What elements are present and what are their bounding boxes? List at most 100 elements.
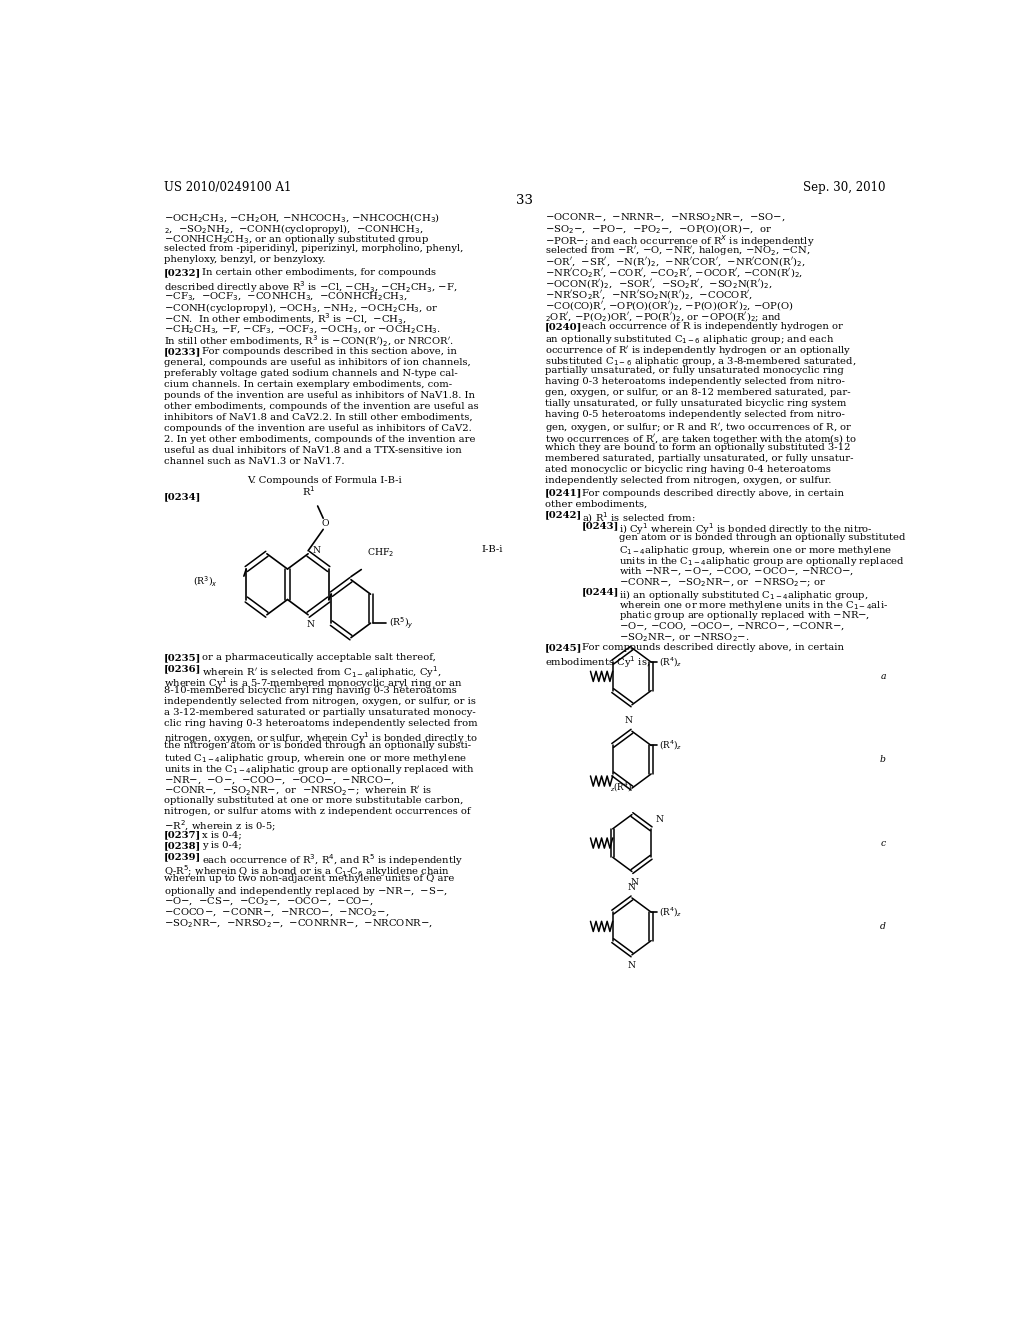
- Text: $-$CF$_3$,  $-$OCF$_3$,  $-$CONHCH$_3$,  $-$CONHCH$_2$CH$_3$,: $-$CF$_3$, $-$OCF$_3$, $-$CONHCH$_3$, $-…: [164, 290, 408, 302]
- Text: 2. In yet other embodiments, compounds of the invention are: 2. In yet other embodiments, compounds o…: [164, 434, 475, 444]
- Text: ated monocyclic or bicyclic ring having 0-4 heteroatoms: ated monocyclic or bicyclic ring having …: [545, 465, 830, 474]
- Text: 33: 33: [516, 194, 534, 207]
- Text: independently selected from nitrogen, oxygen, or sulfur.: independently selected from nitrogen, ox…: [545, 475, 831, 484]
- Text: a) R$^1$ is selected from:: a) R$^1$ is selected from:: [582, 511, 695, 525]
- Text: $-$SO$_2$NR$-$,  $-$NRSO$_2$$-$,  $-$CONRNR$-$,  $-$NRCONR$-$,: $-$SO$_2$NR$-$, $-$NRSO$_2$$-$, $-$CONRN…: [164, 917, 433, 931]
- Text: c: c: [881, 838, 886, 847]
- Text: wherein up to two non-adjacent methylene units of Q are: wherein up to two non-adjacent methylene…: [164, 874, 454, 883]
- Text: N: N: [655, 814, 664, 824]
- Text: partially unsaturated, or fully unsaturated monocyclic ring: partially unsaturated, or fully unsatura…: [545, 366, 844, 375]
- Text: each occurrence of R is independently hydrogen or: each occurrence of R is independently hy…: [582, 322, 843, 331]
- Text: an optionally substituted C$_{1-6}$ aliphatic group; and each: an optionally substituted C$_{1-6}$ alip…: [545, 333, 834, 346]
- Text: $-$SO$_2$NR$-$, or $-$NRSO$_2$$-$.: $-$SO$_2$NR$-$, or $-$NRSO$_2$$-$.: [620, 631, 750, 644]
- Text: $-$O$-$,  $-$CS$-$,  $-$CO$_2$$-$,  $-$OCO$-$,  $-$CO$-$,: $-$O$-$, $-$CS$-$, $-$CO$_2$$-$, $-$OCO$…: [164, 896, 373, 908]
- Text: phenyloxy, benzyl, or benzyloxy.: phenyloxy, benzyl, or benzyloxy.: [164, 255, 326, 264]
- Text: nitrogen, oxygen, or sulfur, wherein Cy$^1$ is bonded directly to: nitrogen, oxygen, or sulfur, wherein Cy$…: [164, 730, 477, 746]
- Text: $-$O$-$, $-$COO, $-$OCO$-$, $-$NRCO$-$, $-$CONR$-$,: $-$O$-$, $-$COO, $-$OCO$-$, $-$NRCO$-$, …: [620, 620, 845, 632]
- Text: US 2010/0249100 A1: US 2010/0249100 A1: [164, 181, 291, 194]
- Text: embodiments Cy$^1$ is,: embodiments Cy$^1$ is,: [545, 655, 650, 671]
- Text: cium channels. In certain exemplary embodiments, com-: cium channels. In certain exemplary embo…: [164, 380, 452, 389]
- Text: N: N: [625, 717, 633, 725]
- Text: N: N: [628, 961, 636, 970]
- Text: (R$^4$)$_z$: (R$^4$)$_z$: [659, 656, 682, 669]
- Text: $-$CONH(cyclopropyl), $-$OCH$_3$, $-$NH$_2$, $-$OCH$_2$CH$_3$, or: $-$CONH(cyclopropyl), $-$OCH$_3$, $-$NH$…: [164, 301, 437, 315]
- Text: In still other embodiments, R$^3$ is $-$CON(R$'$)$_2$, or NRCOR$'$.: In still other embodiments, R$^3$ is $-$…: [164, 334, 454, 350]
- Text: each occurrence of R$^3$, R$^4$, and R$^5$ is independently: each occurrence of R$^3$, R$^4$, and R$^…: [202, 851, 463, 867]
- Text: (R$^5$)$_y$: (R$^5$)$_y$: [389, 616, 414, 631]
- Text: ii) an optionally substituted C$_{1-4}$aliphatic group,: ii) an optionally substituted C$_{1-4}$a…: [620, 587, 869, 602]
- Text: [0241]: [0241]: [545, 488, 582, 498]
- Text: membered saturated, partially unsaturated, or fully unsatur-: membered saturated, partially unsaturate…: [545, 454, 853, 463]
- Text: (R$^3$)$_x$: (R$^3$)$_x$: [194, 574, 218, 587]
- Text: b: b: [880, 755, 886, 764]
- Text: [0236]: [0236]: [164, 664, 201, 673]
- Text: with $-$NR$-$, $-$O$-$, $-$COO, $-$OCO$-$, $-$NRCO$-$,: with $-$NR$-$, $-$O$-$, $-$COO, $-$OCO$-…: [620, 565, 854, 577]
- Text: CHF$_2$: CHF$_2$: [367, 546, 394, 560]
- Text: [0235]: [0235]: [164, 653, 201, 663]
- Text: having 0-5 heteroatoms independently selected from nitro-: having 0-5 heteroatoms independently sel…: [545, 409, 845, 418]
- Text: R$^1$: R$^1$: [302, 484, 315, 498]
- Text: pounds of the invention are useful as inhibitors of NaV1.8. In: pounds of the invention are useful as in…: [164, 391, 475, 400]
- Text: Q-R$^5$; wherein Q is a bond or is a C$_1$-C$_6$ alkylidene chain: Q-R$^5$; wherein Q is a bond or is a C$_…: [164, 863, 450, 879]
- Text: a 3-12-membered saturated or partially unsaturated monocy-: a 3-12-membered saturated or partially u…: [164, 709, 475, 717]
- Text: occurrence of R$'$ is independently hydrogen or an optionally: occurrence of R$'$ is independently hydr…: [545, 345, 851, 358]
- Text: gen atom or is bonded through an optionally substituted: gen atom or is bonded through an optiona…: [620, 533, 905, 541]
- Text: $-$NR$'$SO$_2$R$'$,  $-$NR$'$SO$_2$N(R$'$)$_2$,  $-$COCOR$'$,: $-$NR$'$SO$_2$R$'$, $-$NR$'$SO$_2$N(R$'$…: [545, 288, 753, 302]
- Text: For compounds described directly above, in certain: For compounds described directly above, …: [582, 643, 844, 652]
- Text: $-$OCH$_2$CH$_3$, $-$CH$_2$OH, $-$NHCOCH$_3$, $-$NHCOCH(CH$_3$): $-$OCH$_2$CH$_3$, $-$CH$_2$OH, $-$NHCOCH…: [164, 211, 439, 224]
- Text: [0243]: [0243]: [582, 521, 620, 531]
- Text: compounds of the invention are useful as inhibitors of CaV2.: compounds of the invention are useful as…: [164, 424, 471, 433]
- Text: [0233]: [0233]: [164, 347, 201, 356]
- Text: In certain other embodiments, for compounds: In certain other embodiments, for compou…: [202, 268, 436, 277]
- Text: Sep. 30, 2010: Sep. 30, 2010: [804, 181, 886, 194]
- Text: tially unsaturated, or fully unsaturated bicyclic ring system: tially unsaturated, or fully unsaturated…: [545, 399, 846, 408]
- Text: $-$CN.  In other embodiments, R$^3$ is $-$Cl,  $-$CH$_3$,: $-$CN. In other embodiments, R$^3$ is $-…: [164, 312, 407, 327]
- Text: [0232]: [0232]: [164, 268, 201, 277]
- Text: wherein R$'$ is selected from C$_{1-6}$aliphatic, Cy$^1$,: wherein R$'$ is selected from C$_{1-6}$a…: [202, 664, 441, 680]
- Text: the nitrogen atom or is bonded through an optionally substi-: the nitrogen atom or is bonded through a…: [164, 742, 471, 750]
- Text: gen, oxygen, or sulfur; or R and R$'$, two occurrences of R, or: gen, oxygen, or sulfur; or R and R$'$, t…: [545, 421, 852, 434]
- Text: wherein one or more methylene units in the C$_{1-4}$ali-: wherein one or more methylene units in t…: [620, 598, 889, 611]
- Text: substituted C$_{1-6}$ aliphatic group, a 3-8-membered saturated,: substituted C$_{1-6}$ aliphatic group, a…: [545, 355, 856, 368]
- Text: [0234]: [0234]: [164, 492, 201, 502]
- Text: wherein Cy$^1$ is a 5-7-membered monocyclic aryl ring or an: wherein Cy$^1$ is a 5-7-membered monocyc…: [164, 676, 462, 692]
- Text: $-$CONHCH$_2$CH$_3$, or an optionally substituted group: $-$CONHCH$_2$CH$_3$, or an optionally su…: [164, 234, 429, 247]
- Text: For compounds described directly above, in certain: For compounds described directly above, …: [582, 488, 844, 498]
- Text: (R$^4$)$_z$: (R$^4$)$_z$: [659, 906, 682, 919]
- Text: C$_{1-4}$aliphatic group, wherein one or more methylene: C$_{1-4}$aliphatic group, wherein one or…: [620, 544, 892, 557]
- Text: units in the C$_{1-4}$aliphatic group are optionally replaced: units in the C$_{1-4}$aliphatic group ar…: [620, 554, 905, 568]
- Text: gen, oxygen, or sulfur, or an 8-12 membered saturated, par-: gen, oxygen, or sulfur, or an 8-12 membe…: [545, 388, 850, 397]
- Text: selected from -piperidinyl, piperizinyl, morpholino, phenyl,: selected from -piperidinyl, piperizinyl,…: [164, 244, 463, 253]
- Text: units in the C$_{1-4}$aliphatic group are optionally replaced with: units in the C$_{1-4}$aliphatic group ar…: [164, 763, 475, 776]
- Text: $-$POR$-$; and each occurrence of R$^X$ is independently: $-$POR$-$; and each occurrence of R$^X$ …: [545, 234, 814, 249]
- Text: $_{2}$,  $-$SO$_2$NH$_2$,  $-$CONH(cyclopropyl),  $-$CONHCH$_3$,: $_{2}$, $-$SO$_2$NH$_2$, $-$CONH(cyclopr…: [164, 222, 423, 236]
- Text: $-$CONR$-$,  $-$SO$_2$NR$-$, or  $-$NRSO$_2$$-$; or: $-$CONR$-$, $-$SO$_2$NR$-$, or $-$NRSO$_…: [620, 577, 826, 589]
- Text: $-$OR$'$,  $-$SR$'$,  $-$N(R$'$)$_2$,  $-$NR$'$COR$'$,  $-$NR$'$CON(R$'$)$_2$,: $-$OR$'$, $-$SR$'$, $-$N(R$'$)$_2$, $-$N…: [545, 255, 805, 269]
- Text: $-$NR$-$,  $-$O$-$,  $-$COO$-$,  $-$OCO$-$,  $-$NRCO$-$,: $-$NR$-$, $-$O$-$, $-$COO$-$, $-$OCO$-$,…: [164, 774, 394, 785]
- Text: $_2$OR$'$, $-$P(O$_2$)OR$'$, $-$PO(R$'$)$_2$, or $-$OPO(R$'$)$_2$; and: $_2$OR$'$, $-$P(O$_2$)OR$'$, $-$PO(R$'$)…: [545, 310, 781, 323]
- Text: two occurrences of R$'$, are taken together with the atom(s) to: two occurrences of R$'$, are taken toget…: [545, 432, 857, 446]
- Text: preferably voltage gated sodium channels and N-type cal-: preferably voltage gated sodium channels…: [164, 370, 458, 378]
- Text: having 0-3 heteroatoms independently selected from nitro-: having 0-3 heteroatoms independently sel…: [545, 378, 845, 385]
- Text: N: N: [312, 546, 321, 556]
- Text: nitrogen, or sulfur atoms with z independent occurrences of: nitrogen, or sulfur atoms with z indepen…: [164, 807, 470, 816]
- Text: For compounds described in this section above, in: For compounds described in this section …: [202, 347, 457, 356]
- Text: V. Compounds of Formula I-B-i: V. Compounds of Formula I-B-i: [247, 477, 401, 484]
- Text: x is 0-4;: x is 0-4;: [202, 830, 242, 840]
- Text: $-$CH$_2$CH$_3$, $-$F, $-$CF$_3$, $-$OCF$_3$, $-$OCH$_3$, or $-$OCH$_2$CH$_3$.: $-$CH$_2$CH$_3$, $-$F, $-$CF$_3$, $-$OCF…: [164, 323, 440, 335]
- Text: or a pharmaceutically acceptable salt thereof,: or a pharmaceutically acceptable salt th…: [202, 653, 435, 663]
- Text: $-$COCO$-$,  $-$CONR$-$,  $-$NRCO$-$,  $-$NCO$_2$$-$,: $-$COCO$-$, $-$CONR$-$, $-$NRCO$-$, $-$N…: [164, 907, 389, 920]
- Text: [0245]: [0245]: [545, 643, 582, 652]
- Text: i) Cy$^1$ wherein Cy$^1$ is bonded directly to the nitro-: i) Cy$^1$ wherein Cy$^1$ is bonded direc…: [620, 521, 873, 537]
- Text: I-B-i: I-B-i: [481, 545, 503, 553]
- Text: $-$NR$'$CO$_2$R$'$, $-$COR$'$, $-$CO$_2$R$'$, $-$OCOR$'$, $-$CON(R$'$)$_2$,: $-$NR$'$CO$_2$R$'$, $-$COR$'$, $-$CO$_2$…: [545, 267, 803, 280]
- Text: [0244]: [0244]: [582, 587, 620, 597]
- Text: independently selected from nitrogen, oxygen, or sulfur, or is: independently selected from nitrogen, ox…: [164, 697, 475, 706]
- Text: d: d: [880, 921, 886, 931]
- Text: described directly above R$^3$ is $-$Cl, $-$CH$_3$, $-$CH$_2$CH$_3$, $-$F,: described directly above R$^3$ is $-$Cl,…: [164, 279, 457, 294]
- Text: 8-10-membered bicyclic aryl ring having 0-3 heteroatoms: 8-10-membered bicyclic aryl ring having …: [164, 686, 457, 696]
- Text: a: a: [881, 672, 886, 681]
- Text: tuted C$_{1-4}$aliphatic group, wherein one or more methylene: tuted C$_{1-4}$aliphatic group, wherein …: [164, 752, 467, 766]
- Text: optionally substituted at one or more substitutable carbon,: optionally substituted at one or more su…: [164, 796, 463, 805]
- Text: inhibitors of NaV1.8 and CaV2.2. In still other embodiments,: inhibitors of NaV1.8 and CaV2.2. In stil…: [164, 413, 472, 422]
